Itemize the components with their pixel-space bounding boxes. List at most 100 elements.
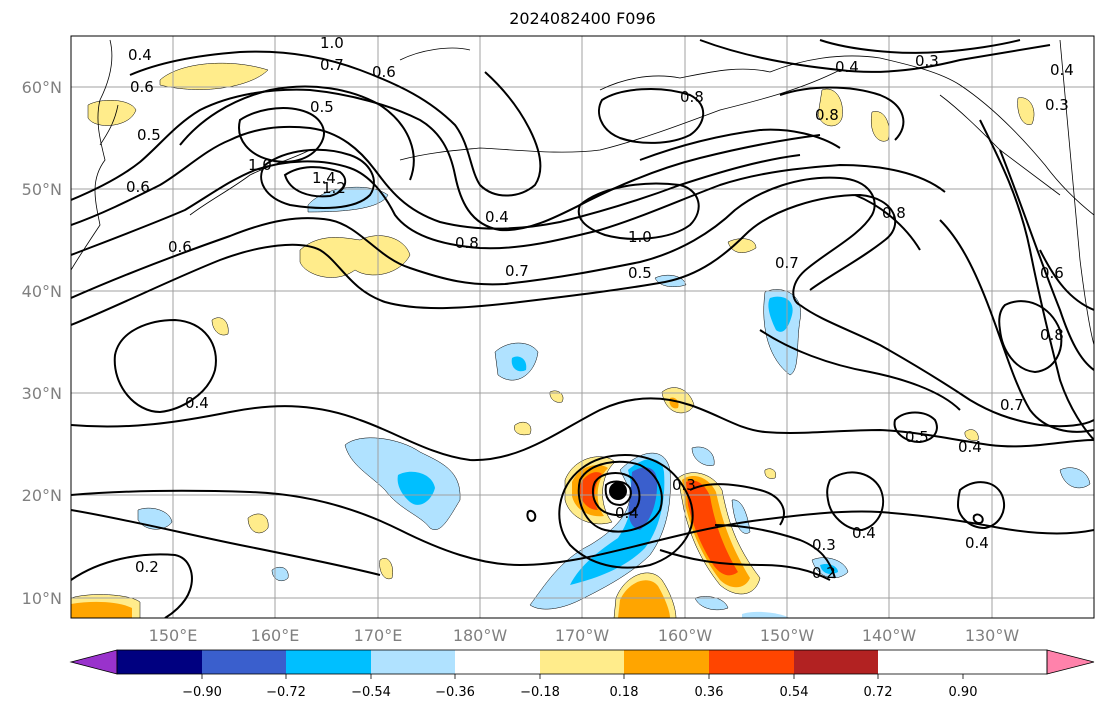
shade-positive-patch: [549, 390, 564, 403]
contour-label: 0.8: [815, 106, 839, 124]
colorbar-extend-low: [69, 649, 118, 675]
contour-label: 0.4: [958, 438, 982, 456]
shade-negative-patch: [511, 356, 527, 372]
colorbar-tick-label: −0.72: [266, 685, 306, 700]
shade-positive-patch: [817, 88, 843, 127]
colorbar-segment: [709, 650, 794, 674]
contour-label: 0.6: [130, 78, 154, 96]
colorbar-segment: [624, 650, 709, 674]
contour-label: 1.2: [322, 179, 346, 197]
lat-label: 30°N: [22, 384, 62, 403]
contour-label: 0.7: [1000, 396, 1024, 414]
contour-label: 1.4: [312, 169, 336, 187]
colorbar-tick-label: 0.18: [610, 685, 639, 700]
contour-label: 0.6: [168, 238, 192, 256]
colorbar-segments: [117, 650, 878, 674]
contour-label: 0.6: [372, 63, 396, 81]
shade-positive-patch: [159, 62, 269, 90]
contour-label: 0.3: [812, 536, 836, 554]
colorbar-tick-label: 0.90: [949, 685, 978, 700]
shade-positive-patch: [71, 601, 132, 618]
contour-labels: 1.0 0.7 0.6 0.5 1.0 1.4 1.2 0.6 0.4 0.8 …: [126, 34, 1074, 582]
lat-label: 50°N: [22, 180, 62, 199]
shading-layer: [71, 62, 1091, 618]
map-frame: [70, 35, 1095, 619]
contour-label: 1.0: [248, 156, 272, 174]
contour-label: 0.4: [615, 504, 639, 522]
colorbar-segment: [540, 650, 624, 674]
map-title: 2024082400 F096: [509, 9, 656, 28]
shade-positive-patch: [764, 468, 776, 479]
shade-positive-patch: [211, 317, 229, 336]
contour-label: 0.5: [310, 98, 334, 116]
shade-negative-patch: [694, 596, 729, 611]
contour-label: 0.6: [126, 178, 150, 196]
contour-label: 0.5: [628, 264, 652, 282]
contour-label: 0.4: [852, 524, 876, 542]
shade-negative-patch: [271, 567, 289, 581]
colorbar-segment: [117, 650, 202, 674]
contour-label: 0.8: [455, 234, 479, 252]
shade-positive-patch: [964, 429, 979, 441]
shade-positive-patch: [1017, 97, 1035, 125]
shade-negative-patch: [742, 611, 790, 618]
contour-label: 0.4: [128, 46, 152, 64]
lat-label: 10°N: [22, 589, 62, 608]
colorbar-tick-label: −0.54: [351, 685, 391, 700]
shade-negative-patch: [1059, 467, 1091, 489]
contour-label: 0.3: [672, 476, 696, 494]
contour-label: 0.7: [505, 262, 529, 280]
shade-positive-patch: [870, 111, 890, 142]
colorbar-tick-label: 0.72: [864, 685, 893, 700]
shade-negative-patch: [397, 471, 435, 505]
colorbar-segment: [455, 650, 540, 674]
contour-label: 0.8: [882, 204, 906, 222]
lon-label: 170°W: [555, 626, 610, 645]
coastlines: [71, 39, 1094, 346]
colorbar-segment: [794, 650, 878, 674]
contour-label: 0.4: [965, 534, 989, 552]
contour-label: 0.6: [1040, 264, 1064, 282]
lon-label: 150°E: [149, 626, 198, 645]
shade-negative-patch: [307, 186, 389, 213]
lat-label: 40°N: [22, 282, 62, 301]
colorbar-tick-label: 0.36: [695, 685, 724, 700]
contour-label: 0.3: [915, 52, 939, 70]
lat-label: 60°N: [22, 78, 62, 97]
shade-positive-patch: [661, 387, 695, 414]
colorbar-extend-high: [1046, 649, 1095, 675]
contour-label: 0.8: [680, 88, 704, 106]
contour-label: 0.2: [135, 558, 159, 576]
contour-label: 0.2: [812, 564, 836, 582]
colorbar: −0.90 −0.72 −0.54 −0.36 −0.18 0.18 0.36 …: [69, 649, 1095, 700]
storm-center-icon: [609, 482, 627, 500]
contour-label: 0.4: [485, 208, 509, 226]
lon-label: 170°E: [354, 626, 403, 645]
contour-label: 0.4: [835, 58, 859, 76]
colorbar-tick-label: −0.18: [520, 685, 560, 700]
lon-label: 140°W: [862, 626, 917, 645]
colorbar-tick-label: 0.54: [780, 685, 809, 700]
colorbar-ticks: [201, 674, 964, 679]
contour-label: 0.5: [137, 126, 161, 144]
contour-label: 0.4: [185, 394, 209, 412]
shade-negative-patch: [691, 446, 715, 466]
gridlines: [71, 36, 1094, 618]
contour-label: 0.7: [775, 254, 799, 272]
lon-label: 160°W: [658, 626, 713, 645]
contour-label: 1.0: [628, 228, 652, 246]
colorbar-tick-label: −0.90: [182, 685, 222, 700]
contour-label: 0.5: [905, 428, 929, 446]
shade-positive-patch: [514, 421, 532, 436]
lat-label: 20°N: [22, 486, 62, 505]
shade-positive-patch: [247, 513, 269, 534]
shade-positive-patch: [379, 558, 393, 580]
contour-label: 1.0: [320, 34, 344, 52]
contour-label: 0.3: [1045, 96, 1069, 114]
contour-lines: [71, 39, 1094, 618]
shade-positive-patch: [87, 100, 137, 126]
latitude-labels: 60°N 50°N 40°N 30°N 20°N 10°N: [22, 78, 62, 608]
shade-positive-patch: [299, 235, 411, 278]
contour-label: 0.8: [1040, 326, 1064, 344]
